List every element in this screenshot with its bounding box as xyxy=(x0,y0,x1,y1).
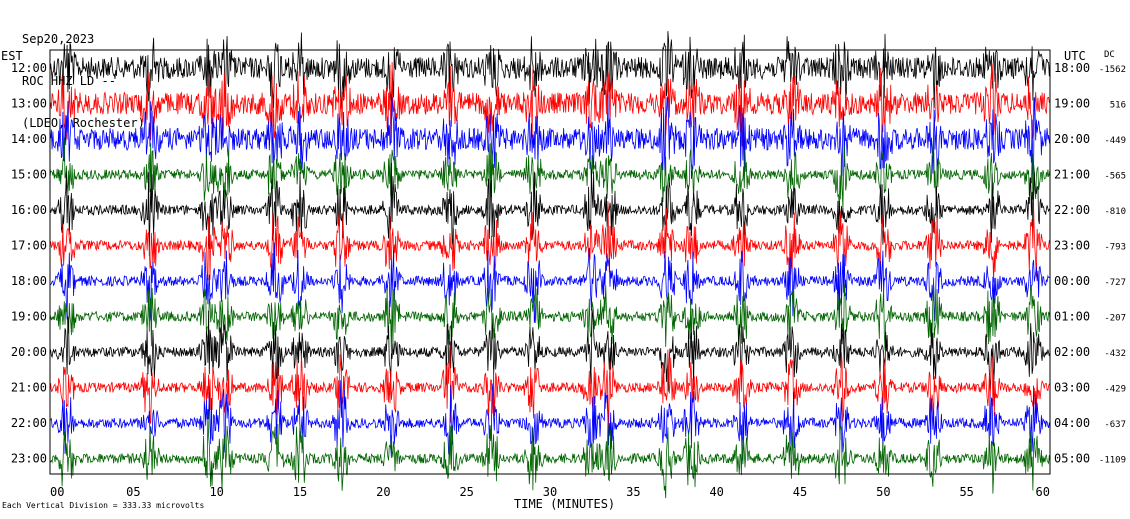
local-time-label: 17:00 xyxy=(11,239,47,253)
dc-offset-label: -637 xyxy=(1104,420,1126,430)
x-tick-labels: 00 05 10 15 20 25 30 35 40 45 50 55 60 xyxy=(50,485,1050,499)
x-tick-label: 25 xyxy=(459,485,473,499)
utc-time-label: 22:00 xyxy=(1054,203,1090,217)
header-network: (LDEO, Rochester) xyxy=(22,116,145,130)
scale-note: Each Vertical Division = 333.33 microvol… xyxy=(2,501,205,510)
dc-offset-label: -432 xyxy=(1104,349,1126,359)
trace-line xyxy=(49,94,1051,180)
dc-offset-label: -449 xyxy=(1104,136,1126,146)
trace-line xyxy=(49,411,1051,499)
utc-time-label: 04:00 xyxy=(1054,416,1090,430)
utc-time-label: 05:00 xyxy=(1054,452,1090,466)
dc-offset-label: -1109 xyxy=(1099,456,1126,466)
header-date: Sep20,2023 xyxy=(22,32,95,46)
dc-offset-label: 516 xyxy=(1110,101,1126,111)
dc-offset-label: -793 xyxy=(1104,243,1126,253)
x-tick-label: 10 xyxy=(209,485,223,499)
trace-line xyxy=(49,345,1051,431)
plot-frame xyxy=(49,49,1051,475)
local-time-label: 16:00 xyxy=(11,203,47,217)
x-tick-label: 40 xyxy=(709,485,723,499)
x-tick-label: 45 xyxy=(793,485,807,499)
trace-line xyxy=(49,277,1051,354)
utc-time-label: 18:00 xyxy=(1054,61,1090,75)
x-tick-label: 30 xyxy=(543,485,557,499)
plot-header: Sep20,2023 ROC HHZ LD -- (LDEO, Rocheste… xyxy=(22,4,145,144)
local-time-label: 13:00 xyxy=(11,97,47,111)
x-tick-label: 15 xyxy=(293,485,307,499)
local-time-label: 18:00 xyxy=(11,274,47,288)
utc-time-label: 02:00 xyxy=(1054,345,1090,359)
dc-offset-labels: -1562 516 -449 -565 -810 -793 -727 -207 -432 -429… xyxy=(1099,65,1126,466)
local-time-label: 12:00 xyxy=(11,61,47,75)
trace-line xyxy=(49,132,1051,214)
seismic-traces xyxy=(49,31,1051,499)
trace-line xyxy=(49,242,1051,323)
local-time-label: 23:00 xyxy=(11,452,47,466)
dc-offset-label: -207 xyxy=(1104,314,1126,324)
utc-time-label: 23:00 xyxy=(1054,239,1090,253)
header-station: ROC HHZ LD -- xyxy=(22,74,116,88)
trace-line xyxy=(49,31,1051,110)
local-time-label: 21:00 xyxy=(11,381,47,395)
utc-time-label: 01:00 xyxy=(1054,310,1090,324)
utc-time-label: 19:00 xyxy=(1054,97,1090,111)
x-tick-label: 35 xyxy=(626,485,640,499)
dc-offset-label: -429 xyxy=(1104,385,1126,395)
local-time-label: 15:00 xyxy=(11,168,47,182)
trace-line xyxy=(49,200,1051,283)
utc-time-label: 20:00 xyxy=(1054,132,1090,146)
utc-time-labels: 18:00 19:00 20:00 21:00 22:00 23:00 00:00 01:00… xyxy=(1054,61,1090,466)
dc-column-label: DC xyxy=(1104,50,1115,60)
x-axis-title: TIME (MINUTES) xyxy=(514,497,616,511)
x-tick-label: 20 xyxy=(376,485,390,499)
x-tick-label: 55 xyxy=(959,485,973,499)
x-tick-label: 50 xyxy=(876,485,890,499)
y-right-axis-label: UTC xyxy=(1064,49,1086,63)
dc-offset-label: -810 xyxy=(1104,207,1126,217)
x-tick-label: 60 xyxy=(1036,485,1050,499)
local-time-labels: 12:00 13:00 14:00 15:00 16:00 17:00 18:00 19:00… xyxy=(11,61,47,466)
local-time-label: 14:00 xyxy=(11,132,47,146)
x-left-axis-label: EST xyxy=(1,49,23,63)
local-time-label: 19:00 xyxy=(11,310,47,324)
utc-time-label: 03:00 xyxy=(1054,381,1090,395)
local-time-label: 20:00 xyxy=(11,345,47,359)
local-time-label: 22:00 xyxy=(11,416,47,430)
utc-time-label: 00:00 xyxy=(1054,274,1090,288)
utc-time-label: 21:00 xyxy=(1054,168,1090,182)
dc-offset-label: -1562 xyxy=(1099,65,1126,75)
dc-offset-label: -565 xyxy=(1104,172,1126,182)
x-tick-label: 05 xyxy=(126,485,140,499)
trace-line xyxy=(49,380,1051,461)
x-tick-label: 00 xyxy=(50,485,64,499)
trace-line xyxy=(49,309,1051,392)
dc-offset-label: -727 xyxy=(1104,278,1126,288)
